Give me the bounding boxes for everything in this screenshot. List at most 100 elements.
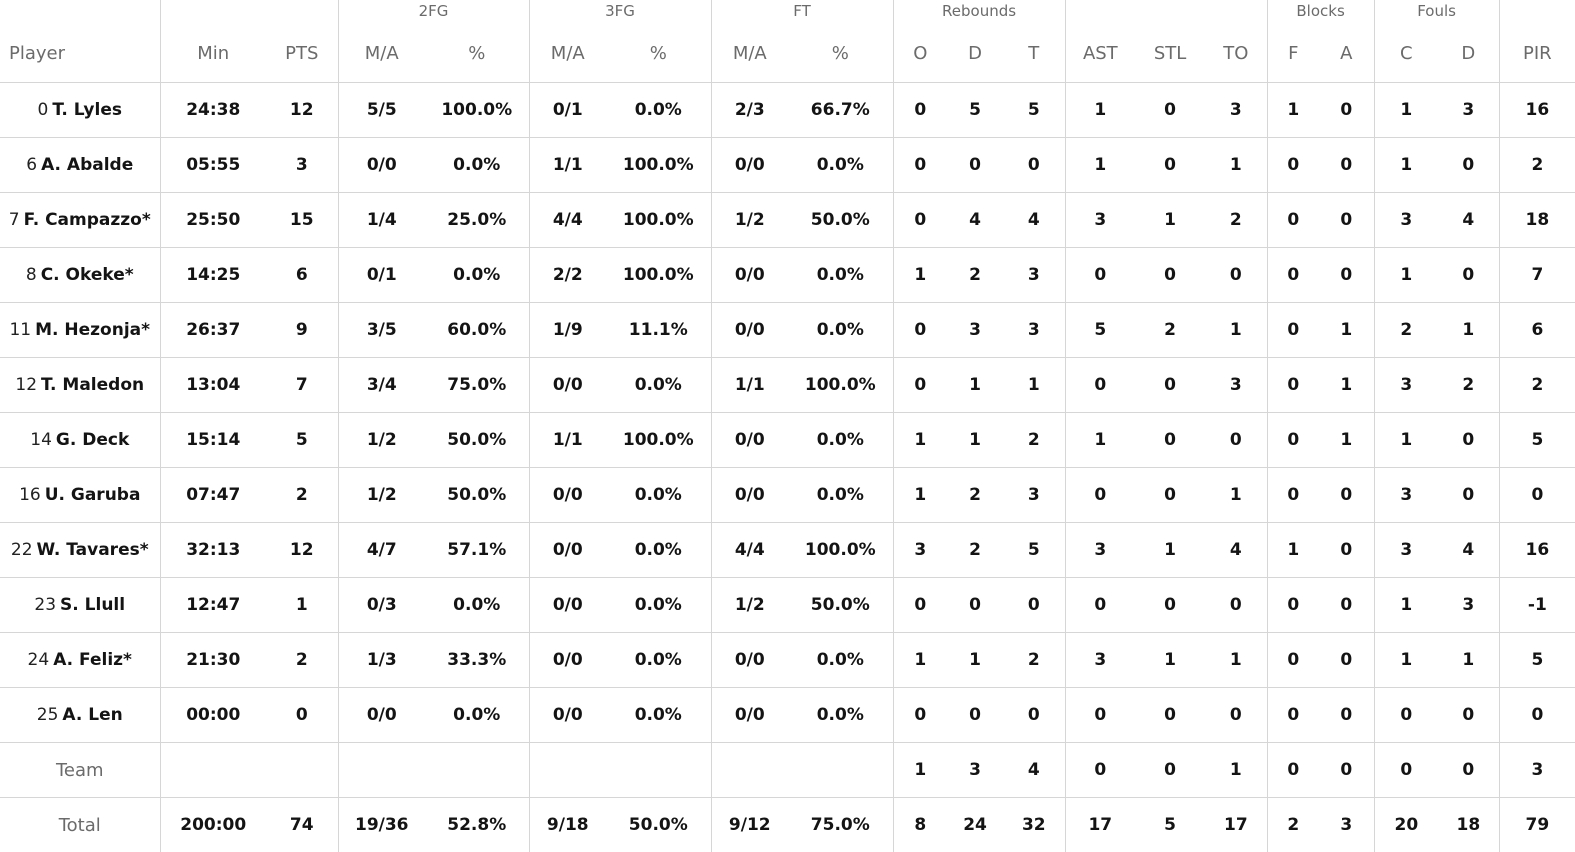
cell-2fg-ma: 3/5 <box>338 303 425 358</box>
player-name-link[interactable]: S. Llull <box>60 595 125 615</box>
cell-2fg-pct: 33.3% <box>425 633 529 688</box>
col-header-to[interactable]: TO <box>1205 24 1267 83</box>
cell-to: 2 <box>1205 193 1267 248</box>
cell-fouls-c: 1 <box>1374 578 1438 633</box>
cell-to: 1 <box>1205 633 1267 688</box>
player-number: 0 <box>38 100 49 120</box>
cell-ft-pct: 0.0% <box>788 138 893 193</box>
cell-ast: 3 <box>1065 193 1135 248</box>
player-name-link[interactable]: C. Okeke* <box>41 265 134 285</box>
cell-2fg-ma: 4/7 <box>338 523 425 578</box>
col-header-ft-pct[interactable]: % <box>788 24 893 83</box>
col-header-blk-a[interactable]: A <box>1319 24 1374 83</box>
player-name-link[interactable]: A. Abalde <box>41 155 133 175</box>
cell-pir: 0 <box>1499 688 1575 743</box>
cell-2fg-ma: 5/5 <box>338 83 425 138</box>
player-name-link[interactable]: G. Deck <box>56 430 129 450</box>
cell-pir: 2 <box>1499 358 1575 413</box>
cell-min: 26:37 <box>160 303 266 358</box>
cell-to: 1 <box>1205 138 1267 193</box>
cell-2fg-pct <box>425 743 529 798</box>
cell-blk-f: 0 <box>1267 688 1319 743</box>
cell-ft-pct: 66.7% <box>788 83 893 138</box>
col-header-fouls-c[interactable]: C <box>1374 24 1438 83</box>
cell-stl: 2 <box>1135 303 1205 358</box>
cell-fouls-c: 0 <box>1374 688 1438 743</box>
cell-reb-d: 3 <box>947 303 1003 358</box>
cell-reb-o: 0 <box>893 688 947 743</box>
col-header-ast[interactable]: AST <box>1065 24 1135 83</box>
cell-ft-ma: 0/0 <box>711 413 788 468</box>
cell-reb-o: 0 <box>893 138 947 193</box>
cell-2fg-pct: 25.0% <box>425 193 529 248</box>
cell-to: 17 <box>1205 798 1267 852</box>
cell-pir: 2 <box>1499 138 1575 193</box>
cell-3fg-pct: 0.0% <box>606 83 711 138</box>
player-name-link[interactable]: F. Campazzo* <box>24 210 151 230</box>
player-name-link[interactable]: A. Feliz* <box>53 650 132 670</box>
group-ft: FT <box>711 0 893 24</box>
col-header-3fg-pct[interactable]: % <box>606 24 711 83</box>
cell-ast: 0 <box>1065 468 1135 523</box>
col-header-min[interactable]: Min <box>160 24 266 83</box>
cell-fouls-c: 1 <box>1374 633 1438 688</box>
player-name-link[interactable]: T. Lyles <box>52 100 122 120</box>
cell-2fg-ma: 3/4 <box>338 358 425 413</box>
cell-ft-ma: 0/0 <box>711 138 788 193</box>
cell-ft-ma: 0/0 <box>711 633 788 688</box>
cell-fouls-c: 1 <box>1374 138 1438 193</box>
col-header-blk-f[interactable]: F <box>1267 24 1319 83</box>
player-name-link[interactable]: W. Tavares* <box>37 540 149 560</box>
cell-reb-t: 32 <box>1003 798 1065 852</box>
col-header-2fg-pct[interactable]: % <box>425 24 529 83</box>
cell-blk-a: 0 <box>1319 83 1374 138</box>
cell-fouls-d: 18 <box>1438 798 1499 852</box>
cell-2fg-pct: 0.0% <box>425 138 529 193</box>
cell-reb-d: 2 <box>947 248 1003 303</box>
col-header-pir[interactable]: PIR <box>1499 24 1575 83</box>
col-header-pts[interactable]: PTS <box>266 24 338 83</box>
cell-to: 1 <box>1205 303 1267 358</box>
cell-2fg-ma: 19/36 <box>338 798 425 852</box>
cell-ft-pct: 50.0% <box>788 193 893 248</box>
cell-min: 15:14 <box>160 413 266 468</box>
cell-stl: 0 <box>1135 413 1205 468</box>
cell-fouls-c: 2 <box>1374 303 1438 358</box>
player-name-link[interactable]: A. Len <box>62 705 122 725</box>
col-header-2fg-ma[interactable]: M/A <box>338 24 425 83</box>
cell-ft-ma: 0/0 <box>711 248 788 303</box>
cell-blk-a: 1 <box>1319 413 1374 468</box>
col-header-3fg-ma[interactable]: M/A <box>529 24 606 83</box>
player-name-link[interactable]: U. Garuba <box>45 485 141 505</box>
cell-3fg-pct <box>606 743 711 798</box>
col-header-reb-o[interactable]: O <box>893 24 947 83</box>
player-name-link[interactable]: T. Maledon <box>41 375 144 395</box>
col-header-fouls-d[interactable]: D <box>1438 24 1499 83</box>
cell-ft-ma: 4/4 <box>711 523 788 578</box>
cell-3fg-ma: 0/0 <box>529 358 606 413</box>
cell-3fg-pct: 11.1% <box>606 303 711 358</box>
cell-reb-d: 0 <box>947 688 1003 743</box>
col-header-player[interactable]: Player <box>0 24 160 83</box>
cell-ast: 0 <box>1065 743 1135 798</box>
player-name-link[interactable]: M. Hezonja* <box>35 320 150 340</box>
col-header-reb-t[interactable]: T <box>1003 24 1065 83</box>
col-header-reb-d[interactable]: D <box>947 24 1003 83</box>
col-header-stl[interactable]: STL <box>1135 24 1205 83</box>
cell-pir: 5 <box>1499 413 1575 468</box>
col-header-ft-ma[interactable]: M/A <box>711 24 788 83</box>
